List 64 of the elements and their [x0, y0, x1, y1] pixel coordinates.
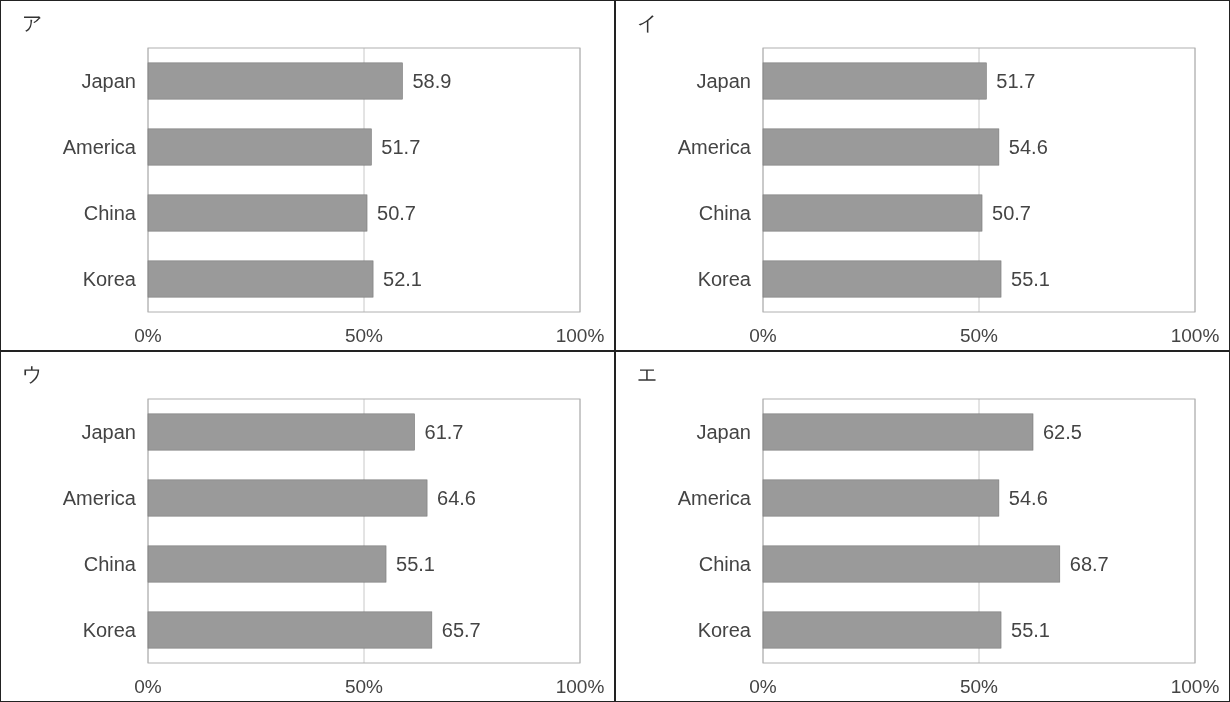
y-tick-label: America — [677, 136, 752, 158]
bar — [762, 194, 983, 232]
data-label: 55.1 — [1011, 268, 1050, 290]
data-label: 55.1 — [396, 553, 435, 575]
x-tick-label: 0% — [134, 676, 162, 697]
bar — [762, 479, 1000, 517]
bar — [147, 194, 368, 232]
bar — [147, 260, 374, 298]
x-tick-label: 0% — [134, 325, 162, 346]
bar — [762, 62, 987, 100]
bar — [762, 545, 1061, 583]
bar — [762, 260, 1002, 298]
y-tick-label: Korea — [82, 619, 137, 641]
y-tick-label: China — [698, 202, 752, 224]
y-tick-label: Japan — [696, 421, 751, 443]
data-label: 65.7 — [441, 619, 481, 641]
data-label: 61.7 — [424, 421, 464, 443]
data-label: 68.7 — [1069, 553, 1109, 575]
x-tick-label: 0% — [749, 325, 777, 346]
data-label: 55.1 — [1011, 619, 1050, 641]
x-tick-label: 100% — [555, 676, 605, 697]
y-tick-label: China — [698, 553, 752, 575]
x-tick-label: 50% — [959, 325, 999, 346]
data-label: 54.6 — [1008, 136, 1048, 158]
bar — [147, 545, 387, 583]
data-label: 54.6 — [1008, 487, 1048, 509]
y-tick-label: Korea — [697, 619, 752, 641]
y-tick-label: China — [83, 553, 137, 575]
y-tick-label: Japan — [81, 70, 136, 92]
chart-title: ア — [22, 12, 42, 34]
bar — [762, 413, 1034, 451]
x-tick-label: 100% — [555, 325, 605, 346]
x-tick-label: 50% — [344, 676, 384, 697]
data-label: 51.7 — [996, 70, 1036, 92]
y-tick-label: Japan — [81, 421, 136, 443]
x-tick-label: 100% — [1170, 676, 1220, 697]
bar — [147, 611, 433, 649]
bar — [147, 479, 428, 517]
data-label: 62.5 — [1043, 421, 1082, 443]
bar — [762, 611, 1002, 649]
x-tick-label: 100% — [1170, 325, 1220, 346]
data-label: 50.7 — [992, 202, 1031, 224]
x-tick-label: 50% — [959, 676, 999, 697]
y-tick-label: Japan — [696, 70, 751, 92]
y-tick-label: Korea — [82, 268, 137, 290]
bar — [147, 413, 415, 451]
bar — [147, 128, 372, 166]
bar — [762, 128, 1000, 166]
data-label: 58.9 — [412, 70, 452, 92]
data-label: 52.1 — [383, 268, 423, 290]
y-tick-label: Korea — [697, 268, 752, 290]
data-label: 51.7 — [381, 136, 421, 158]
y-tick-label: America — [62, 487, 137, 509]
chart-title: イ — [637, 12, 657, 34]
chart-title: エ — [637, 363, 657, 385]
y-tick-label: America — [62, 136, 137, 158]
data-label: 64.6 — [437, 487, 477, 509]
bar — [147, 62, 403, 100]
y-tick-label: China — [83, 202, 137, 224]
x-tick-label: 0% — [749, 676, 777, 697]
chart-title: ウ — [22, 363, 42, 385]
y-tick-label: America — [677, 487, 752, 509]
x-tick-label: 50% — [344, 325, 384, 346]
data-label: 50.7 — [377, 202, 416, 224]
